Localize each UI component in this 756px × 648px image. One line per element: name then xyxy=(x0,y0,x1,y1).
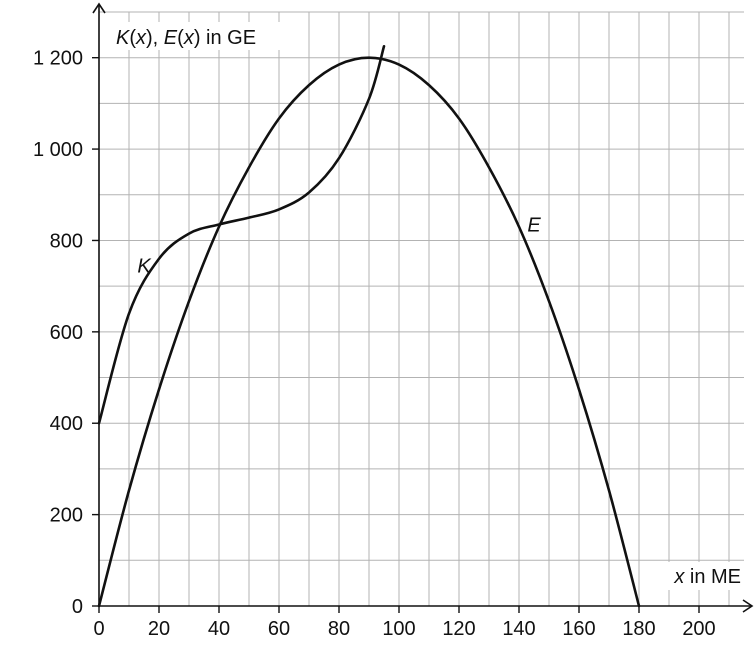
axes xyxy=(92,2,754,613)
y-axis-arrow xyxy=(92,2,106,14)
axis-titles: K(x), E(x) in GE x in ME xyxy=(110,22,744,590)
x-tick-label: 80 xyxy=(328,618,350,640)
x-tick-label: 60 xyxy=(268,618,290,640)
series-line-e xyxy=(97,56,641,608)
x-tick-label: 40 xyxy=(208,618,230,640)
y-tick-label: 1 000 xyxy=(33,139,83,161)
x-axis-title: x in ME xyxy=(673,566,741,588)
y-tick-label: 0 xyxy=(72,596,83,618)
tick-labels: 0 20 40 60 80 100 120 140 160 180 200 0 200 400 600 800… xyxy=(33,48,716,640)
series-label-k: K xyxy=(137,256,152,278)
grid xyxy=(99,11,744,606)
series-label-e: E xyxy=(527,214,541,236)
x-tick-label: 0 xyxy=(93,618,104,640)
y-axis-title: K(x), E(x) in GE xyxy=(116,27,256,49)
x-tick-label: 20 xyxy=(148,618,170,640)
x-tick-label: 140 xyxy=(502,618,535,640)
x-tick-label: 120 xyxy=(442,618,475,640)
y-tick-label: 800 xyxy=(50,230,83,252)
x-axis-arrow xyxy=(742,599,754,613)
x-tick-label: 180 xyxy=(622,618,655,640)
y-tick-label: 200 xyxy=(50,505,83,527)
y-tick-label: 1 200 xyxy=(33,48,83,70)
series: KE xyxy=(97,44,641,608)
x-tick-label: 200 xyxy=(682,618,715,640)
y-tick-label: 400 xyxy=(50,413,83,435)
x-tick-label: 160 xyxy=(562,618,595,640)
x-tick-label: 100 xyxy=(382,618,415,640)
y-tick-label: 600 xyxy=(50,322,83,344)
series-line-k xyxy=(97,44,386,425)
